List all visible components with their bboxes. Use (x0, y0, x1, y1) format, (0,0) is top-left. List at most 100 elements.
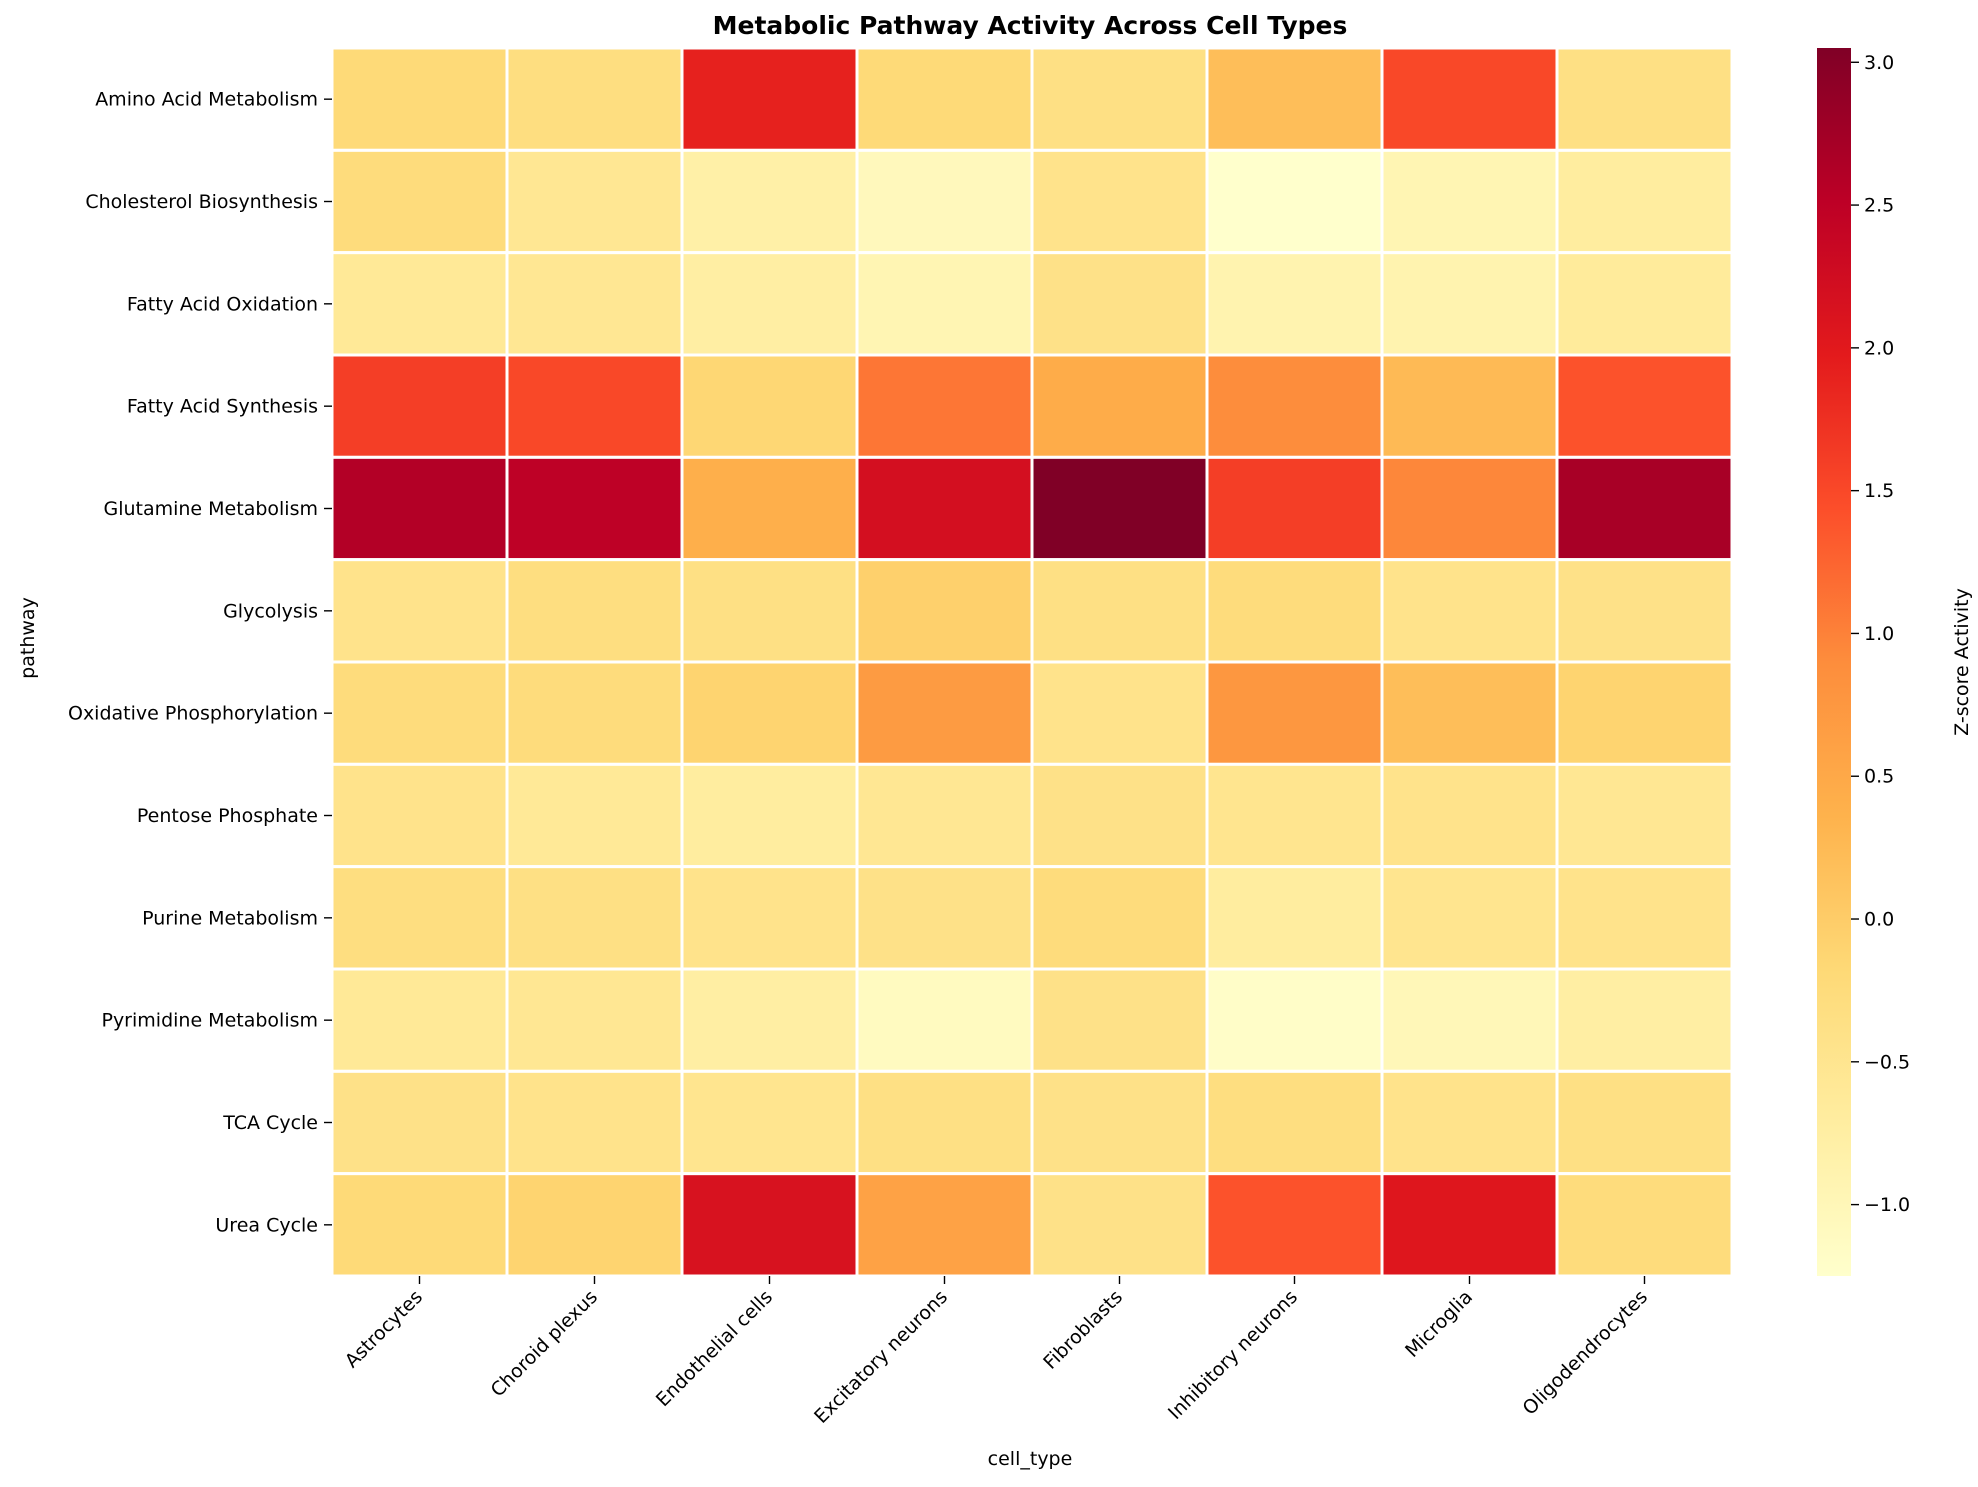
heatmap-cell (855, 353, 1034, 459)
heatmap-cell (1030, 660, 1209, 766)
heatmap-cell (1380, 353, 1559, 459)
heatmap-cell (680, 353, 859, 459)
heatmap-cell (680, 1172, 859, 1278)
heatmap-cell (1205, 46, 1384, 152)
colorbar-tick-label: 2.5 (1864, 195, 1894, 217)
heatmap-cell (1030, 46, 1209, 152)
row-label: Urea Cycle (215, 1214, 318, 1236)
row-label: Glutamine Metabolism (103, 498, 318, 520)
colorbar-tick-label: 1.0 (1864, 623, 1894, 645)
row-label: Glycolysis (223, 600, 318, 622)
heatmap-cell (1030, 455, 1209, 562)
heatmap-cell (855, 455, 1034, 562)
heatmap-cell (1205, 558, 1384, 664)
heatmap-cell (1205, 353, 1384, 459)
column-label: Endothelial cells (652, 1286, 777, 1411)
row-label: Oxidative Phosphorylation (68, 703, 318, 725)
heatmap-cell (1030, 762, 1209, 869)
row-label: Purine Metabolism (142, 907, 318, 929)
heatmap-cell (1205, 762, 1384, 869)
heatmap-cell (1380, 660, 1559, 766)
colorbar-tick-label: −0.5 (1864, 1051, 1910, 1073)
heatmap-cell (330, 455, 509, 562)
heatmap-cell (1030, 865, 1209, 971)
heatmap-cell (680, 148, 859, 255)
row-label: TCA Cycle (222, 1112, 318, 1134)
heatmap-cell (1555, 660, 1734, 766)
heatmap-cell (330, 353, 509, 459)
heatmap-cell (680, 46, 859, 152)
heatmap-cell (855, 762, 1034, 869)
heatmap-cell (1205, 865, 1384, 971)
heatmap-cell (1030, 148, 1209, 255)
row-label: Pentose Phosphate (137, 805, 318, 827)
heatmap-cell (505, 762, 684, 869)
heatmap-cell (1380, 251, 1559, 357)
heatmap-cell (330, 46, 509, 152)
heatmap-cell (1380, 148, 1559, 255)
heatmap-cell (1030, 353, 1209, 459)
heatmap-cell (505, 148, 684, 255)
row-label: Cholesterol Biosynthesis (85, 191, 318, 213)
heatmap-cell (505, 1069, 684, 1176)
colorbar-label: Z-score Activity (1951, 588, 1973, 736)
heatmap-cell (855, 251, 1034, 357)
heatmap-cell (330, 660, 509, 766)
heatmap-cell (1380, 558, 1559, 664)
heatmap-cell (1205, 660, 1384, 766)
heatmap-cell (1555, 148, 1734, 255)
colorbar-tick-label: 2.0 (1864, 337, 1894, 359)
heatmap-cell (1555, 1069, 1734, 1176)
heatmap-cell (505, 46, 684, 152)
heatmap-cell (855, 148, 1034, 255)
heatmap-cell (330, 967, 509, 1073)
heatmap-cell (1205, 251, 1384, 357)
heatmap-cells (330, 46, 1734, 1278)
heatmap-cell (1380, 455, 1559, 562)
heatmap-cell (680, 762, 859, 869)
heatmap-cell (680, 251, 859, 357)
colorbar-tick-label: 0.0 (1864, 909, 1894, 931)
heatmap-cell (1030, 1172, 1209, 1278)
heatmap-cell (330, 1069, 509, 1176)
heatmap-cell (1205, 455, 1384, 562)
column-label: Astrocytes (341, 1286, 427, 1372)
colorbar-ticks: −1.0 −0.5 0.0 0.5 1.0 1.5 2.0 2.5 3.0 (1851, 52, 1910, 1216)
heatmap-cell (505, 967, 684, 1073)
column-label: Microglia (1401, 1286, 1477, 1362)
heatmap-cell (680, 1069, 859, 1176)
heatmap-cell (505, 558, 684, 664)
heatmap-cell (680, 660, 859, 766)
column-labels: Astrocytes Choroid plexus Endothelial cell… (341, 1276, 1652, 1428)
heatmap-cell (855, 967, 1034, 1073)
heatmap-cell (1555, 558, 1734, 664)
heatmap-cell (1030, 967, 1209, 1073)
heatmap-cell (1030, 1069, 1209, 1176)
colorbar-tick-label: 1.5 (1864, 480, 1894, 502)
column-label: Inhibitory neurons (1164, 1286, 1302, 1424)
heatmap-cell (855, 558, 1034, 664)
heatmap-cell (1030, 558, 1209, 664)
heatmap-cell (505, 353, 684, 459)
heatmap-cell (1380, 46, 1559, 152)
heatmap-cell (1555, 865, 1734, 971)
heatmap-cell (330, 558, 509, 664)
column-label: Oligodendrocytes (1519, 1286, 1653, 1420)
row-label: Amino Acid Metabolism (95, 89, 318, 111)
heatmap-cell (680, 558, 859, 664)
heatmap-cell (855, 1069, 1034, 1176)
heatmap-cell (1380, 762, 1559, 869)
heatmap-cell (505, 660, 684, 766)
heatmap-cell (1205, 148, 1384, 255)
column-label: Excitatory neurons (810, 1286, 952, 1428)
colorbar-tick-label: 3.0 (1864, 52, 1894, 74)
heatmap-cell (330, 251, 509, 357)
heatmap-cell (855, 660, 1034, 766)
heatmap-cell (1555, 967, 1734, 1073)
heatmap-cell (1555, 353, 1734, 459)
heatmap-cell (1555, 251, 1734, 357)
heatmap-cell (1380, 1172, 1559, 1278)
heatmap-cell (1205, 967, 1384, 1073)
